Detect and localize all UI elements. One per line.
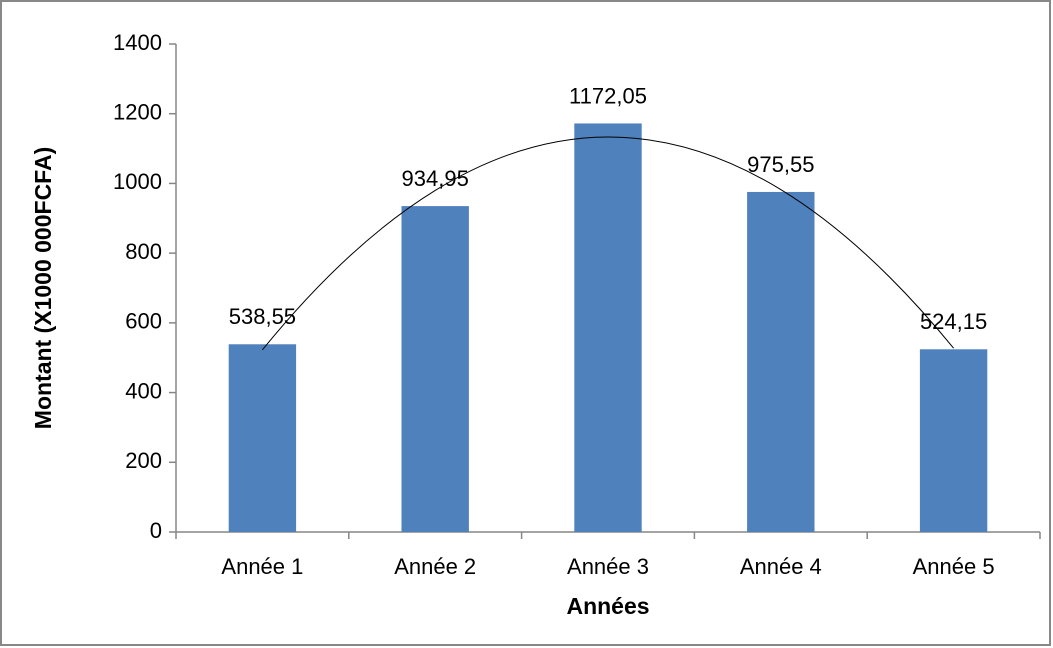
y-tick-label: 0 (150, 518, 162, 543)
value-label: 524,15 (920, 309, 987, 334)
x-axis-title: Années (566, 593, 649, 619)
y-tick-label: 1400 (113, 30, 162, 55)
value-label: 975,55 (747, 152, 814, 177)
x-tick-label: Année 3 (567, 554, 649, 579)
y-tick-label: 200 (125, 448, 162, 473)
x-tick-label: Année 2 (394, 554, 476, 579)
value-label: 538,55 (229, 304, 296, 329)
y-tick-label: 600 (125, 309, 162, 334)
x-tick-label: Année 1 (221, 554, 303, 579)
bar (574, 123, 642, 533)
y-axis-title: Montant (X1000 000FCFA) (30, 147, 56, 429)
trend-line (262, 136, 954, 351)
x-tick-label: Année 5 (913, 554, 995, 579)
y-tick-label: 1200 (113, 100, 162, 125)
bar (401, 206, 469, 532)
y-tick-label: 400 (125, 378, 162, 403)
x-tick-label: Année 4 (740, 554, 822, 579)
bar (747, 191, 815, 532)
value-label: 1172,05 (569, 83, 647, 108)
value-label: 934,95 (402, 166, 469, 191)
y-tick-label: 1000 (113, 169, 162, 194)
y-tick-label: 800 (125, 239, 162, 264)
bar (919, 349, 988, 532)
bar (228, 344, 297, 532)
